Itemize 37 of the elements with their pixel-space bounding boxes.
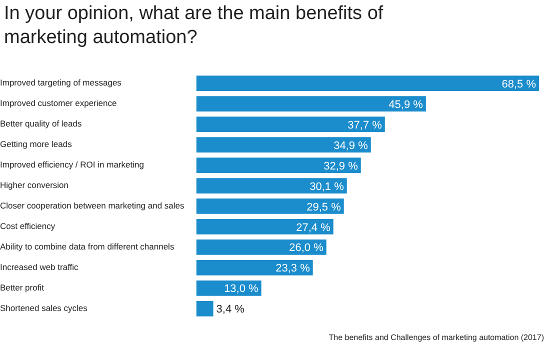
y-tick-label: Ability to combine data from different channels — [0, 242, 174, 252]
bar — [196, 198, 344, 214]
bar — [196, 137, 371, 152]
bar — [196, 260, 313, 276]
y-tick-label: Better profit — [0, 282, 45, 293]
text: The benefits and Challenges of marketing automation (2017) — [328, 333, 544, 342]
y-tick-label: Better quality of leads — [0, 118, 82, 129]
y-tick-label: Increased web traffic — [0, 262, 80, 272]
y-tick-label: Cost efficiency — [0, 221, 56, 232]
chart-title: In your opinion, what are the main benefits of marketing automation? — [4, 2, 384, 50]
bar — [196, 116, 385, 132]
data-label: 27,4 % — [296, 222, 331, 234]
data-label: 29,5 % — [306, 201, 342, 214]
y-tick-label: Improved targeting of messages — [0, 78, 122, 88]
bar — [196, 76, 539, 92]
y-tick-label: Closer cooperation between marketing and sales — [0, 200, 184, 211]
data-label: 32,9 % — [324, 160, 358, 172]
y-tick-label: Improved efficiency / ROI in marketing — [0, 160, 144, 170]
bar — [196, 300, 214, 316]
bar — [196, 240, 326, 255]
data-label: 3,4 % — [216, 304, 245, 316]
data-label: 26,0 % — [289, 242, 324, 254]
y-tick-label: Getting more leads — [0, 139, 72, 150]
bar — [196, 178, 347, 194]
data-label: 30,1 % — [310, 180, 344, 193]
data-label: 13,0 % — [224, 283, 259, 296]
bar — [196, 158, 361, 173]
data-label: 23,3 % — [276, 262, 310, 275]
data-label: 34,9 % — [334, 140, 368, 152]
y-tick-label: Higher conversion — [0, 180, 69, 190]
bar — [196, 96, 426, 112]
bar — [196, 219, 334, 234]
y-tick-label: Shortened sales cycles — [0, 303, 88, 313]
data-label: 37,7 % — [348, 119, 382, 132]
data-label: 68,5 % — [502, 78, 536, 90]
y-tick-label: Improved customer experience — [0, 98, 117, 108]
data-label: 45,9 % — [388, 98, 424, 111]
